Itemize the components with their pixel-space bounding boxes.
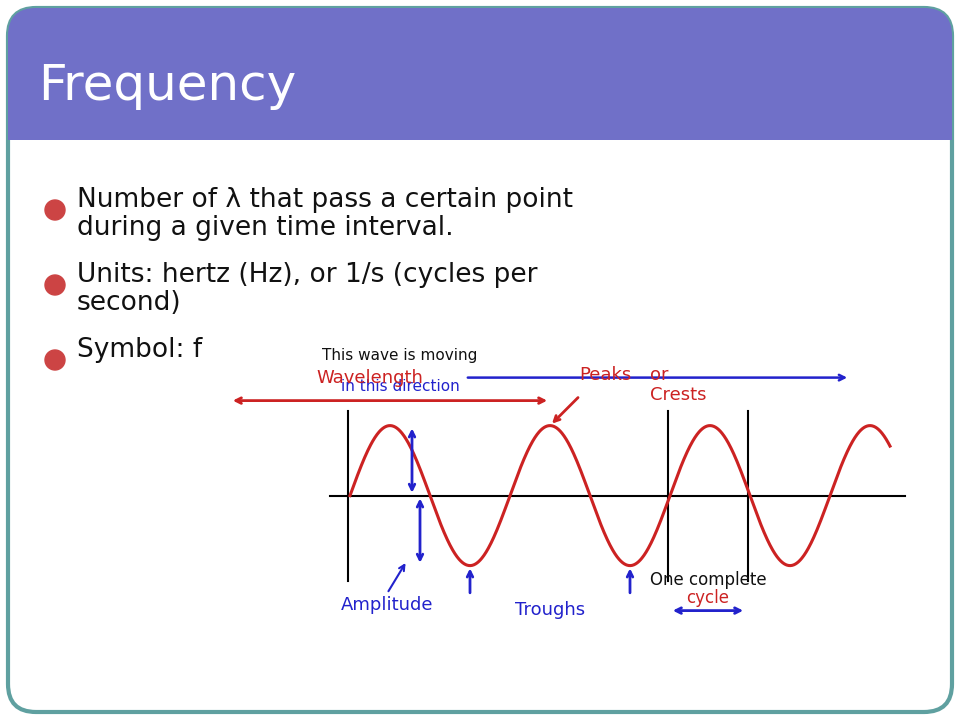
Text: second): second) xyxy=(77,290,181,316)
FancyBboxPatch shape xyxy=(8,8,952,712)
Text: Amplitude: Amplitude xyxy=(341,595,433,613)
Text: Troughs: Troughs xyxy=(515,600,585,618)
Text: Frequency: Frequency xyxy=(38,62,297,110)
Text: This wave is moving: This wave is moving xyxy=(323,348,478,363)
Text: Units: hertz (Hz), or 1/s (cycles per: Units: hertz (Hz), or 1/s (cycles per xyxy=(77,262,538,288)
Circle shape xyxy=(45,275,65,295)
Text: Crests: Crests xyxy=(650,386,707,404)
Text: during a given time interval.: during a given time interval. xyxy=(77,215,454,241)
FancyBboxPatch shape xyxy=(8,8,952,140)
Text: Number of λ that pass a certain point: Number of λ that pass a certain point xyxy=(77,187,573,213)
Text: One complete: One complete xyxy=(650,570,766,589)
Text: or: or xyxy=(650,366,668,384)
Text: Symbol: f: Symbol: f xyxy=(77,337,203,363)
Text: cycle: cycle xyxy=(686,589,730,606)
Text: Peaks: Peaks xyxy=(579,366,631,384)
Text: Wavelength: Wavelength xyxy=(317,369,423,387)
Circle shape xyxy=(45,350,65,370)
Text: in this direction: in this direction xyxy=(341,379,460,394)
Polygon shape xyxy=(8,100,952,140)
Circle shape xyxy=(45,200,65,220)
